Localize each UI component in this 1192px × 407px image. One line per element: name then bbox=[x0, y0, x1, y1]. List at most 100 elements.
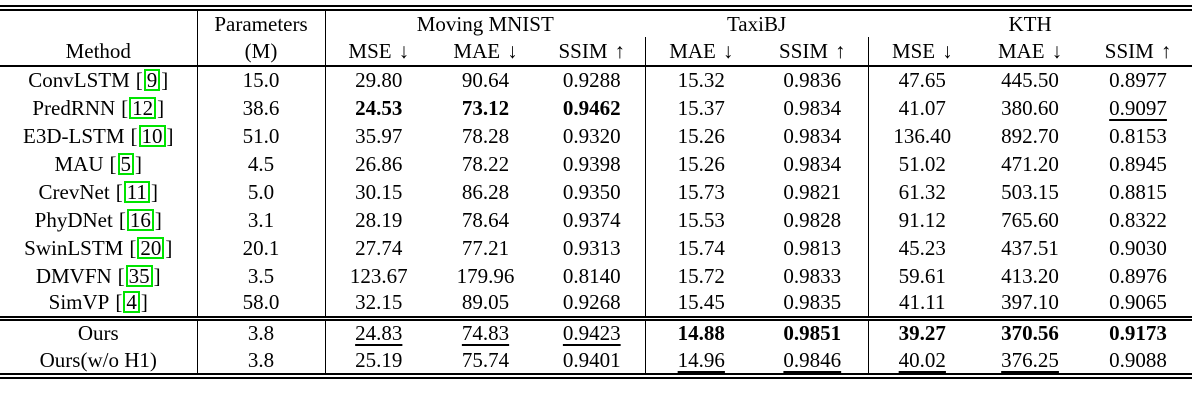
metric-value-cell: 27.74 bbox=[325, 234, 432, 262]
table-row: PredRNN[12] 38.6 24.53 73.12 0.9462 15.37 0.98… bbox=[0, 94, 1192, 122]
metric-value-cell: 0.9835 bbox=[757, 290, 868, 318]
metric-value-cell: 26.86 bbox=[325, 150, 432, 178]
metric-value-cell: 437.51 bbox=[976, 234, 1084, 262]
citation-link[interactable]: 12 bbox=[129, 96, 157, 119]
metric-value-cell: 41.11 bbox=[867, 290, 977, 318]
metric-value: 74.83 bbox=[461, 321, 510, 346]
citation-link[interactable]: 9 bbox=[143, 69, 161, 91]
table-row: E3D-LSTM[10] 51.0 35.97 78.28 0.9320 15.26 0.9… bbox=[0, 122, 1192, 150]
citation-link[interactable]: 4 bbox=[123, 291, 140, 314]
metric-value-cell: 90.64 bbox=[432, 66, 539, 94]
citation-link[interactable]: 11 bbox=[123, 180, 150, 203]
metric-value-cell: 39.27 bbox=[867, 315, 977, 347]
metric-value-cell: 0.9401 bbox=[539, 347, 645, 376]
citation-link[interactable]: 5 bbox=[117, 152, 134, 175]
ours-rows-section: Ours 3.8 24.83 74.83 0.9423 14.88 0.9851 39.27 3… bbox=[0, 315, 1192, 376]
method-header: Method bbox=[0, 37, 198, 67]
params-header-line2: (M) bbox=[197, 37, 326, 67]
citation-link[interactable]: 35 bbox=[125, 264, 153, 287]
method-cell: PhyDNet[16] bbox=[0, 206, 198, 234]
metric-value: 32.15 bbox=[355, 290, 403, 315]
baseline-rows-section: ConvLSTM[9] 15.0 29.80 90.64 0.9288 15.32 0.98… bbox=[0, 66, 1192, 318]
metric-value-cell: 15.73 bbox=[644, 178, 758, 206]
metric-value-cell: 0.9288 bbox=[539, 66, 645, 94]
metric-value-cell: 376.25 bbox=[976, 347, 1084, 376]
metric-value: 77.21 bbox=[461, 235, 510, 260]
metric-value-cell: 0.9320 bbox=[539, 122, 645, 150]
metric-value: 471.20 bbox=[1001, 151, 1059, 176]
metric-label: MSE bbox=[348, 38, 392, 63]
table-row: DMVFN[35] 3.5 123.67 179.96 0.8140 15.72 0.983… bbox=[0, 262, 1192, 290]
metric-value-cell: 892.70 bbox=[976, 122, 1084, 150]
metric-value: 45.23 bbox=[898, 235, 946, 260]
metric-value-cell: 73.12 bbox=[432, 94, 539, 122]
metric-value-cell: 0.9846 bbox=[757, 347, 868, 376]
metric-value-cell: 28.19 bbox=[325, 206, 432, 234]
metric-value-cell: 78.64 bbox=[432, 206, 539, 234]
metric-value: 27.74 bbox=[355, 235, 403, 260]
metric-value: 78.64 bbox=[461, 207, 510, 232]
metric-header: SSIM ↑ bbox=[757, 37, 869, 67]
metric-value-cell: 14.88 bbox=[644, 315, 758, 347]
metric-value-cell: 0.9462 bbox=[539, 94, 645, 122]
group-header-row: Parameters Moving MNIST TaxiBJ KTH bbox=[0, 8, 1192, 37]
metric-value-cell: 0.8976 bbox=[1084, 262, 1192, 290]
citation-bracket-close: ] bbox=[166, 123, 174, 148]
metric-value-cell: 45.23 bbox=[867, 234, 977, 262]
metric-value: 445.50 bbox=[1001, 68, 1059, 92]
method-cell: PredRNN[12] bbox=[0, 94, 198, 122]
citation-link[interactable]: 16 bbox=[126, 208, 154, 231]
metric-value-cell: 0.9821 bbox=[757, 178, 868, 206]
results-table: Parameters Moving MNIST TaxiBJ KTH Method … bbox=[0, 5, 1192, 379]
metric-label: MAE bbox=[997, 38, 1045, 63]
citation-link[interactable]: 20 bbox=[137, 236, 165, 259]
metric-value: 0.8815 bbox=[1109, 179, 1167, 204]
table-row: PhyDNet[16] 3.1 28.19 78.64 0.9374 15.53 0.982… bbox=[0, 206, 1192, 234]
metric-value: 30.15 bbox=[355, 179, 403, 204]
metric-value-cell: 91.12 bbox=[867, 206, 977, 234]
metric-value-cell: 413.20 bbox=[976, 262, 1084, 290]
metric-value: 75.74 bbox=[461, 347, 510, 372]
metric-header: MSE ↓ bbox=[325, 37, 432, 67]
metric-value: 25.19 bbox=[355, 347, 403, 372]
metric-value: 41.11 bbox=[899, 290, 946, 315]
metric-value-cell: 78.22 bbox=[432, 150, 539, 178]
method-cell: E3D-LSTM[10] bbox=[0, 122, 198, 150]
citation-bracket-close: ] bbox=[154, 207, 162, 232]
metric-value-cell: 0.9834 bbox=[757, 122, 868, 150]
metric-value-cell: 15.72 bbox=[644, 262, 758, 290]
metric-value: 179.96 bbox=[456, 263, 515, 288]
method-name: SwinLSTM bbox=[24, 235, 124, 260]
metric-value: 15.72 bbox=[677, 263, 725, 288]
citation-bracket-open: [ bbox=[135, 68, 143, 92]
citation-link[interactable]: 10 bbox=[138, 124, 166, 147]
metric-header: MAE ↓ bbox=[432, 37, 539, 67]
metric-value-cell: 0.9268 bbox=[539, 290, 645, 318]
metric-value-cell: 0.9173 bbox=[1084, 315, 1192, 347]
citation-bracket-open: [ bbox=[109, 151, 117, 176]
method-cell: DMVFN[35] bbox=[0, 262, 198, 290]
metric-value-cell: 25.19 bbox=[325, 347, 432, 376]
metric-header: MAE ↓ bbox=[976, 37, 1085, 67]
metric-value-cell: 0.9030 bbox=[1084, 234, 1192, 262]
metric-value-cell: 0.9836 bbox=[757, 66, 868, 94]
metric-value-cell: 15.26 bbox=[644, 150, 758, 178]
metric-value: 15.26 bbox=[677, 151, 725, 176]
metric-value: 86.28 bbox=[461, 179, 510, 204]
metric-value: 41.07 bbox=[898, 95, 946, 120]
params-header-line1: Parameters bbox=[197, 8, 326, 37]
metric-value-cell: 0.8153 bbox=[1084, 122, 1192, 150]
params-cell: 5.0 bbox=[197, 178, 326, 206]
citation-bracket-open: [ bbox=[115, 179, 123, 204]
metric-value: 0.8976 bbox=[1109, 263, 1167, 288]
citation-bracket-close: ] bbox=[135, 151, 142, 176]
metric-value: 0.9821 bbox=[783, 179, 842, 204]
metric-value-cell: 397.10 bbox=[976, 290, 1084, 318]
metric-label: MAE bbox=[453, 38, 501, 63]
metric-value: 413.20 bbox=[1001, 263, 1059, 288]
metric-value-cell: 0.9813 bbox=[757, 234, 868, 262]
metric-value: 765.60 bbox=[1001, 207, 1059, 232]
citation-bracket-close: ] bbox=[161, 68, 169, 92]
metric-value-cell: 75.74 bbox=[432, 347, 539, 376]
params-cell: 15.0 bbox=[197, 66, 326, 94]
